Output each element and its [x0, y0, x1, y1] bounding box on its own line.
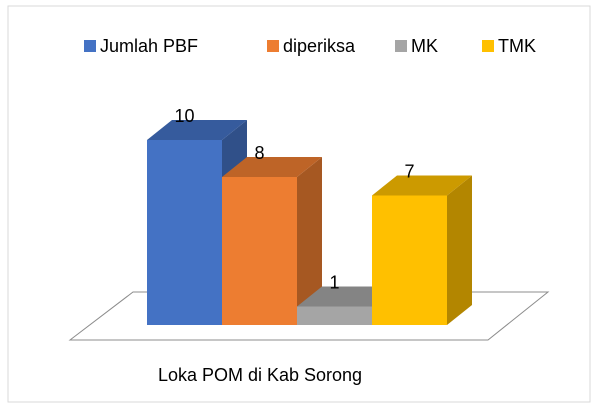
data-label: 1	[329, 272, 339, 292]
bar-side	[447, 175, 472, 325]
data-label: 8	[254, 143, 264, 163]
legend-swatch	[482, 40, 494, 52]
x-tick-label: Loka POM di Kab Sorong	[158, 365, 362, 385]
bar	[297, 306, 372, 325]
bar	[147, 140, 222, 325]
legend-swatch	[84, 40, 96, 52]
data-label: 10	[174, 106, 194, 126]
bar-side	[297, 157, 322, 325]
data-label: 7	[404, 161, 414, 181]
bar	[222, 177, 297, 325]
legend-label: TMK	[498, 36, 536, 56]
bar-top	[147, 120, 247, 140]
legend-label: diperiksa	[283, 36, 356, 56]
bar	[372, 195, 447, 325]
legend-label: MK	[411, 36, 438, 56]
bar-top	[372, 175, 472, 196]
legend-swatch	[395, 40, 407, 52]
legend-swatch	[267, 40, 279, 52]
bar-top	[222, 157, 322, 177]
legend-label: Jumlah PBF	[100, 36, 198, 56]
